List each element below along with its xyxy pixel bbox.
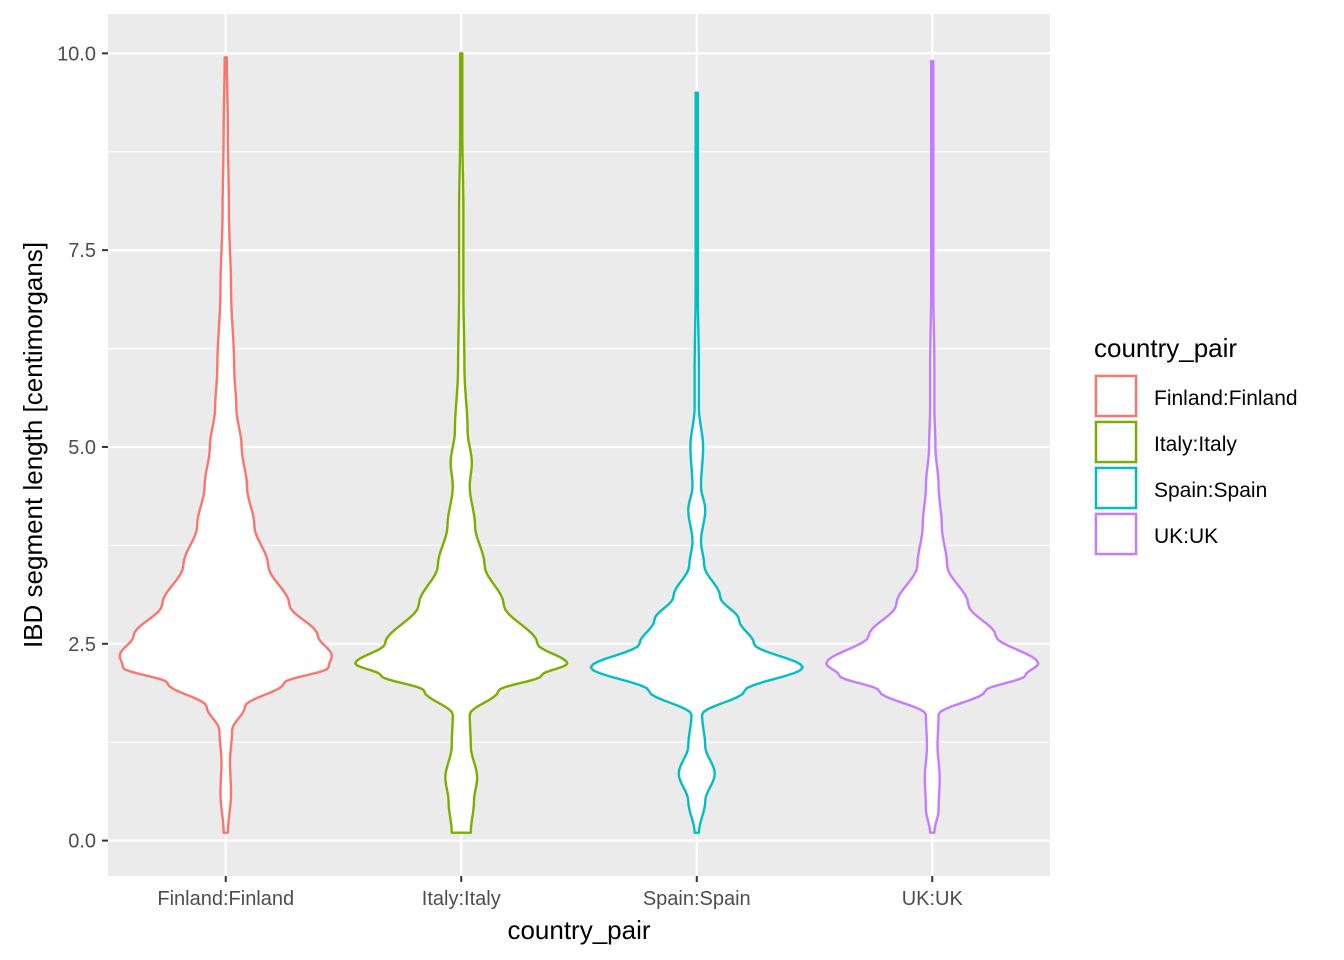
x-tick-label: UK:UK xyxy=(902,888,964,910)
violin-finland-finland xyxy=(118,56,333,834)
y-tick-label: 0.0 xyxy=(68,831,96,853)
x-tick-label: Italy:Italy xyxy=(422,888,501,910)
y-tick-label: 5.0 xyxy=(68,437,96,459)
x-axis-title: country_pair xyxy=(507,915,650,945)
x-tick-labels: Finland:Finland Italy:Italy Spain:Spain UK:… xyxy=(157,888,963,910)
legend: country_pair Finland:Finland Italy:Italy S… xyxy=(1094,333,1298,556)
legend-key xyxy=(1094,512,1138,556)
y-tick-labels: 0.0 2.5 5.0 7.5 10.0 xyxy=(57,43,96,852)
legend-label: Italy:Italy xyxy=(1154,433,1237,456)
violins xyxy=(118,52,1040,834)
legend-key xyxy=(1094,420,1138,464)
legend-title: country_pair xyxy=(1094,333,1237,363)
y-axis-title: IBD segment length [centimorgans] xyxy=(18,242,48,648)
y-tick-label: 10.0 xyxy=(57,43,96,65)
legend-label: UK:UK xyxy=(1154,525,1218,548)
legend-key xyxy=(1094,466,1138,510)
axis-ticks xyxy=(102,52,934,882)
violin-spain-spain xyxy=(589,91,804,834)
y-tick-label: 7.5 xyxy=(68,240,96,262)
legend-key xyxy=(1094,374,1138,418)
violin-italy-italy xyxy=(354,52,569,834)
legend-label: Finland:Finland xyxy=(1154,387,1298,410)
legend-label: Spain:Spain xyxy=(1154,479,1267,502)
plot-panel xyxy=(108,14,1050,876)
minor-gridlines xyxy=(108,151,1050,743)
x-tick-label: Finland:Finland xyxy=(157,888,294,910)
violin-uk-uk xyxy=(825,60,1040,834)
y-tick-label: 2.5 xyxy=(68,634,96,656)
x-tick-label: Spain:Spain xyxy=(643,888,751,910)
